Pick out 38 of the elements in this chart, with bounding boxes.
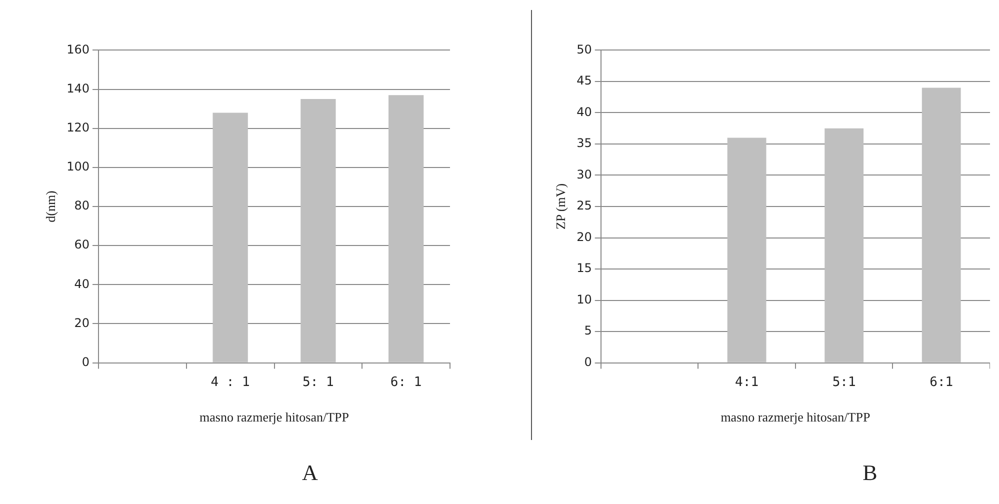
bar: [388, 95, 424, 362]
x-axis-title: masno razmerje hitosan/TPP: [200, 410, 349, 425]
y-tick-label: 20: [576, 230, 592, 244]
x-tick-label: 5:1: [832, 374, 856, 390]
y-tick-label: 60: [74, 238, 90, 252]
y-tick-label: 5: [584, 324, 592, 338]
x-tick-label: 6:1: [930, 374, 954, 390]
y-tick-label: 45: [576, 74, 592, 88]
y-tick-label: 15: [576, 261, 592, 276]
y-tick-label: 30: [576, 167, 592, 182]
y-tick-label: 40: [74, 276, 90, 291]
x-tick-label: 4 : 1: [210, 374, 250, 390]
bar: [727, 138, 766, 362]
y-tick-label: 0: [82, 354, 90, 369]
y-tick-label: 160: [66, 42, 90, 56]
y-tick-label: 35: [576, 136, 592, 150]
y-tick-label: 80: [74, 198, 90, 213]
y-axis-title: d(nm): [43, 190, 58, 222]
y-tick-label: 10: [576, 292, 592, 306]
y-tick-label: 0: [584, 354, 592, 369]
bar: [212, 112, 248, 362]
text: B: [862, 460, 878, 486]
x-tick-label: 6: 1: [390, 374, 422, 390]
y-tick-label: 50: [576, 42, 592, 56]
y-tick-label: 40: [576, 104, 592, 119]
x-tick-label: 4:1: [735, 374, 759, 390]
y-tick-label: 120: [66, 120, 90, 134]
y-tick-label: 100: [66, 160, 90, 174]
x-axis-title: masno razmerje hitosan/TPP: [720, 410, 870, 425]
bar: [922, 88, 961, 362]
text: A: [301, 460, 319, 486]
y-axis-title: ZP (mV): [553, 183, 568, 230]
bar: [824, 128, 864, 362]
y-tick-label: 20: [74, 316, 90, 330]
y-tick-label: 140: [66, 81, 90, 96]
bar: [300, 99, 336, 362]
y-tick-label: 25: [576, 198, 592, 213]
x-tick-label: 5: 1: [302, 374, 334, 390]
